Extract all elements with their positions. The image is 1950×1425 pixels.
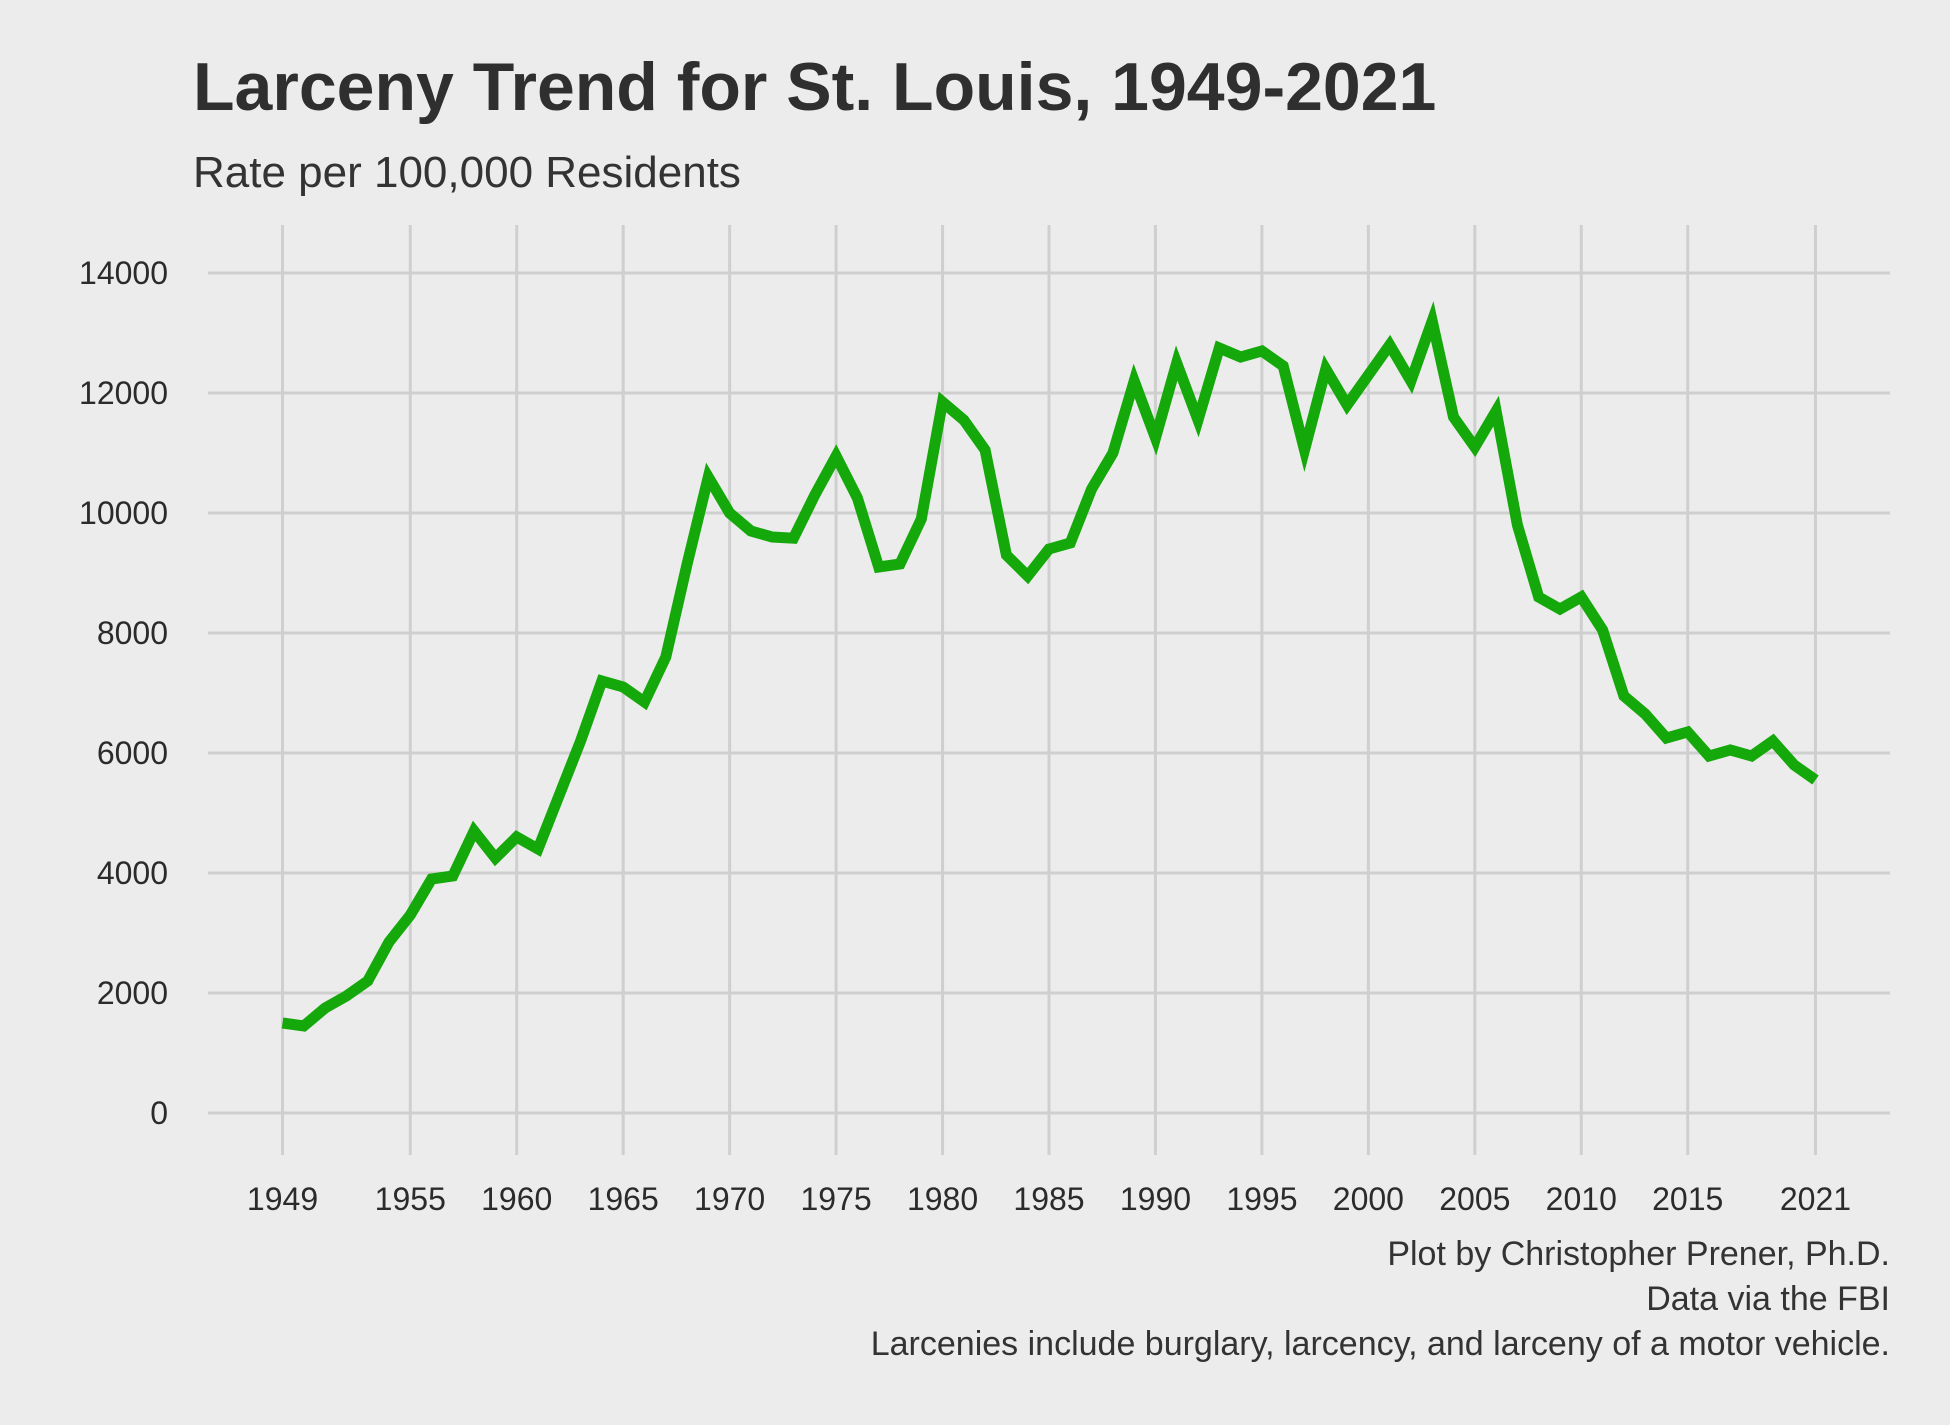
caption-source: Data via the FBI: [1646, 1280, 1890, 1318]
x-tick-label: 1955: [375, 1181, 446, 1217]
y-axis-tick-labels: 0 2000 4000 6000 8000 10000 12000 14000: [79, 255, 168, 1131]
x-gridlines: [281, 225, 1817, 1155]
x-tick-label: 1980: [907, 1181, 978, 1217]
y-tick-label: 10000: [79, 495, 168, 531]
x-tick-label: 1970: [694, 1181, 765, 1217]
y-tick-label: 4000: [97, 855, 168, 891]
x-axis-tick-labels: 1949 1955 1960 1965 1970 1975 1980 1985 1990 1995…: [247, 1181, 1851, 1217]
x-tick-label: 2021: [1780, 1181, 1851, 1217]
y-tick-label: 14000: [79, 255, 168, 291]
y-tick-label: 2000: [97, 975, 168, 1011]
x-tick-label: 1975: [800, 1181, 871, 1217]
series-line-1: [281, 301, 1819, 1032]
y-tick-label: 6000: [97, 735, 168, 771]
x-tick-label: 1985: [1013, 1181, 1084, 1217]
chart-title: Larceny Trend for St. Louis, 1949-2021: [193, 49, 1437, 125]
y-tick-label: 8000: [97, 615, 168, 651]
y-tick-label: 0: [150, 1095, 168, 1131]
caption-author: Plot by Christopher Prener, Ph.D.: [1387, 1235, 1890, 1273]
y-tick-label: 12000: [79, 375, 168, 411]
caption: Plot by Christopher Prener, Ph.D. Data v…: [871, 1232, 1890, 1367]
x-tick-label: 2000: [1333, 1181, 1404, 1217]
x-tick-label: 1995: [1226, 1181, 1297, 1217]
caption-note: Larcenies include burglary, larcency, an…: [870, 1325, 1890, 1363]
chart-subtitle: Rate per 100,000 Residents: [193, 148, 741, 197]
x-tick-label: 2005: [1439, 1181, 1510, 1217]
x-tick-label: 2010: [1546, 1181, 1617, 1217]
x-tick-label: 1965: [588, 1181, 659, 1217]
x-tick-label: 1990: [1120, 1181, 1191, 1217]
x-tick-label: 1949: [247, 1181, 318, 1217]
x-tick-label: 2015: [1652, 1181, 1723, 1217]
x-tick-label: 1960: [481, 1181, 552, 1217]
series-group: [281, 301, 1819, 1032]
